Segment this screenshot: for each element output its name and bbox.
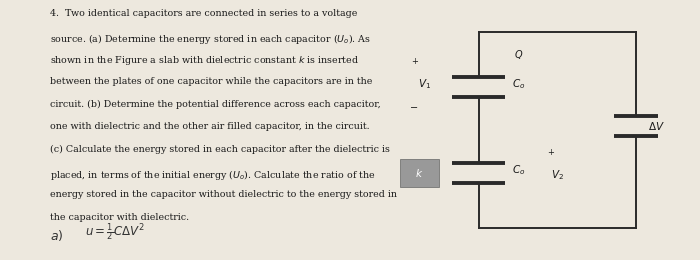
Text: $C_o$: $C_o$	[512, 164, 526, 177]
Text: source. (a) Determine the energy stored in each capacitor ($U_o$). As: source. (a) Determine the energy stored …	[50, 32, 371, 46]
FancyBboxPatch shape	[400, 159, 438, 187]
Text: $C_o$: $C_o$	[512, 77, 526, 91]
Text: between the plates of one capacitor while the capacitors are in the: between the plates of one capacitor whil…	[50, 77, 372, 86]
Text: circuit. (b) Determine the potential difference across each capacitor,: circuit. (b) Determine the potential dif…	[50, 100, 381, 109]
Text: the capacitor with dielectric.: the capacitor with dielectric.	[50, 213, 189, 222]
Text: $\Delta V$: $\Delta V$	[648, 120, 665, 132]
Text: $a)$: $a)$	[50, 228, 64, 243]
Text: $V_2$: $V_2$	[552, 169, 564, 183]
Text: +: +	[547, 148, 554, 157]
Text: placed, in terms of the initial energy ($U_o$). Calculate the ratio of the: placed, in terms of the initial energy (…	[50, 167, 376, 181]
Text: energy stored in the capacitor without dielectric to the energy stored in: energy stored in the capacitor without d…	[50, 190, 397, 199]
Text: one with dielectric and the other air filled capacitor, in the circuit.: one with dielectric and the other air fi…	[50, 122, 370, 131]
Text: +: +	[411, 57, 418, 66]
Text: $V_1$: $V_1$	[418, 77, 431, 91]
Text: 4.  Two identical capacitors are connected in series to a voltage: 4. Two identical capacitors are connecte…	[50, 9, 358, 18]
Text: shown in the Figure a slab with dielectric constant $k$ is inserted: shown in the Figure a slab with dielectr…	[50, 54, 359, 67]
Text: $u = \frac{1}{2} C \Delta V^2$: $u = \frac{1}{2} C \Delta V^2$	[85, 222, 145, 243]
Text: −: −	[410, 103, 418, 113]
Text: (c) Calculate the energy stored in each capacitor after the dielectric is: (c) Calculate the energy stored in each …	[50, 145, 390, 154]
Text: $k$: $k$	[415, 167, 424, 179]
Text: $Q$: $Q$	[514, 48, 523, 61]
